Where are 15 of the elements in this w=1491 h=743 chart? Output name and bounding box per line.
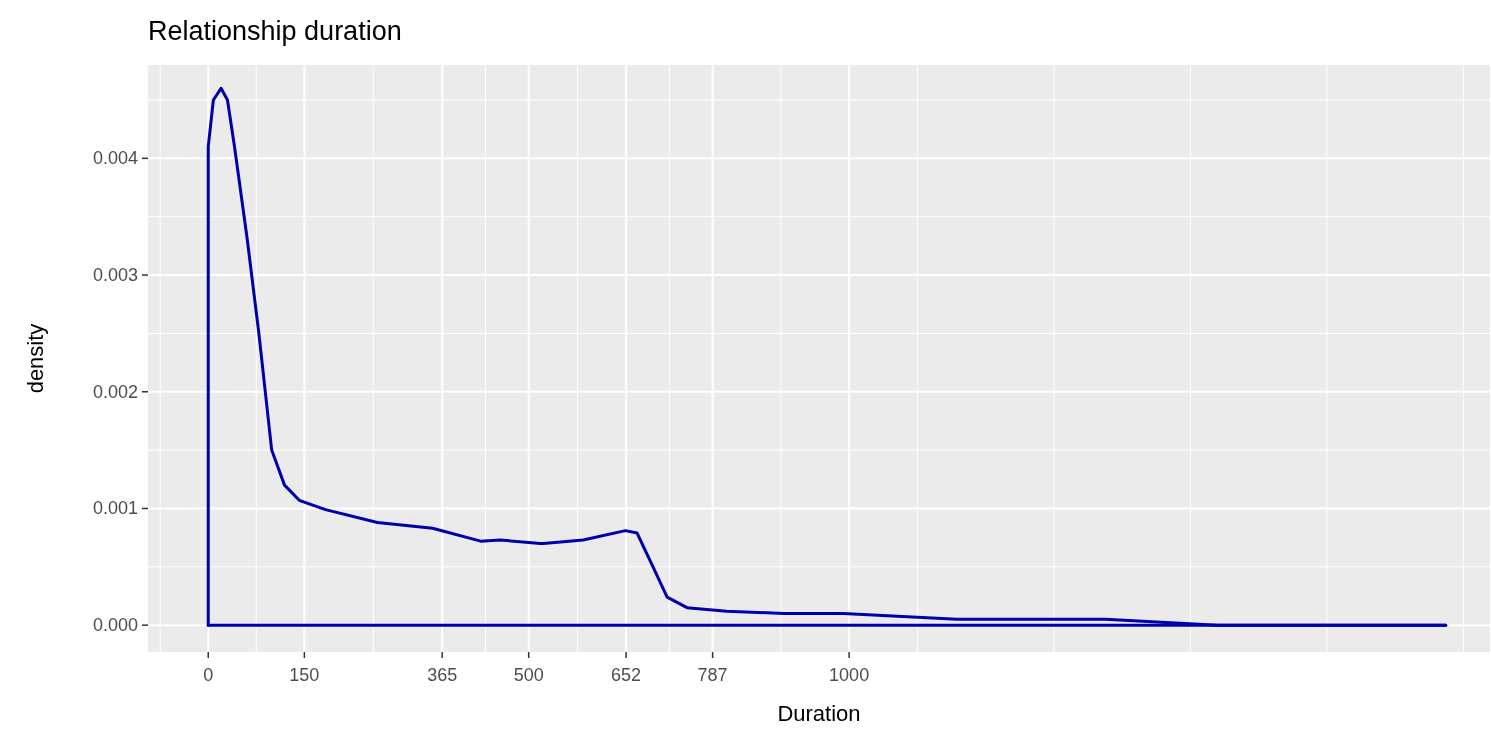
y-tick-label: 0.003 [92, 265, 138, 286]
x-axis-title: Duration [777, 701, 861, 726]
y-axis-title: density [23, 323, 48, 394]
x-tick-label: 652 [611, 665, 642, 685]
y-tick-label: 0.004 [92, 148, 138, 169]
x-tick-label: 365 [427, 665, 458, 685]
chart-title: Relationship duration [148, 16, 402, 46]
x-tick-label: 787 [697, 665, 728, 685]
x-tick-label: 500 [513, 665, 544, 685]
x-tick-label: 150 [289, 665, 320, 685]
y-tick-label: 0.002 [92, 381, 138, 402]
x-tick-label: 0 [203, 665, 214, 685]
x-tick-label: 1000 [829, 665, 870, 685]
y-tick-label: 0.001 [92, 498, 138, 519]
y-tick-label: 0.000 [92, 615, 138, 636]
